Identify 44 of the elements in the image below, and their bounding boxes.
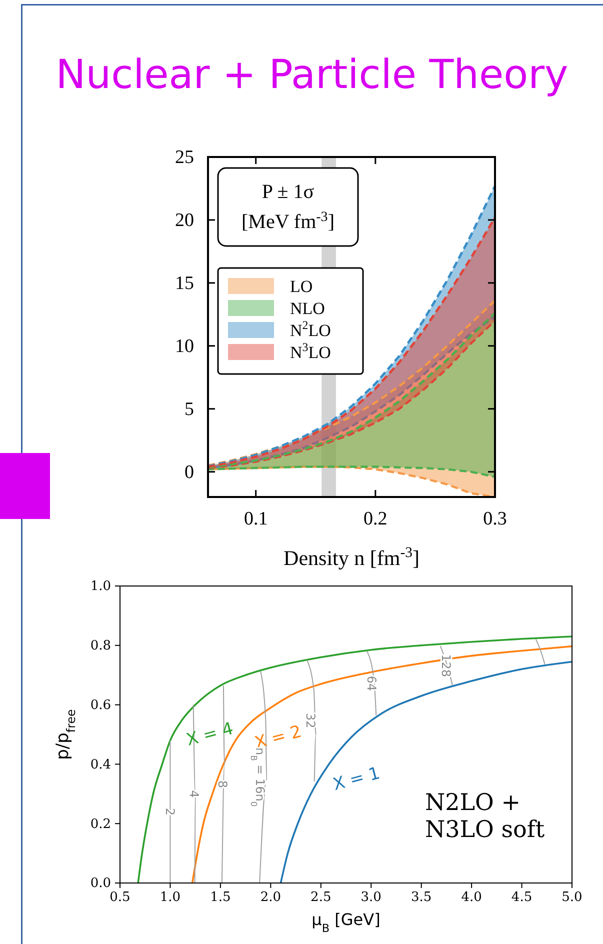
legend-label: N$^{3}$LO	[290, 340, 331, 362]
text: 8	[216, 780, 230, 788]
x-tick-label: 3.0	[360, 890, 382, 906]
x-axis-title: μ$_{B}$ [GeV]	[312, 910, 380, 934]
x-tick-label: 3.5	[410, 890, 432, 906]
y-tick-label: 0.8	[90, 638, 111, 654]
y-tick-label: 0.0	[90, 876, 111, 892]
y-tick-label: 15	[175, 273, 194, 294]
legend-label: N$^{2}$LO	[290, 318, 331, 340]
legend-label: LO	[290, 277, 313, 296]
chart-title: Nuclear + Particle Theory	[56, 52, 568, 98]
x-tick-label: 0.5	[110, 890, 130, 906]
y-tick-label: 20	[175, 210, 194, 232]
annotation: P ± 1σ [MeV fm$^{-3}$]	[242, 181, 334, 233]
text: 32	[303, 713, 318, 728]
x-tick-label: 4.0	[461, 890, 482, 906]
legend-label: NLO	[290, 299, 325, 318]
line-series	[137, 636, 572, 883]
y-tick-label: 10	[175, 336, 194, 357]
y-tick-label: 0	[184, 462, 194, 483]
x-tick-label: 4.5	[511, 890, 532, 906]
x-tick-label: 1.5	[210, 890, 231, 906]
y-tick-label: 1.0	[90, 579, 111, 594]
x-axis-title: Density n [fm$^{-3}$]	[284, 545, 420, 570]
text: 64	[364, 676, 378, 692]
text: 128	[439, 654, 454, 678]
x-tick-label: 0.1	[244, 508, 268, 530]
y-tick-label: 25	[175, 147, 194, 168]
y-tick-label: 5	[184, 398, 194, 420]
x-tick-label: 5.0	[562, 890, 582, 906]
y-tick-label: 0.6	[90, 698, 111, 713]
text: X = 4	[184, 718, 236, 750]
text: 2	[163, 808, 178, 816]
x-tick-label: 0.3	[483, 508, 507, 530]
text: X = 1	[331, 763, 382, 796]
text: 4	[186, 790, 201, 798]
x-tick-label: 2.5	[310, 890, 332, 906]
y-tick-label: 0.4	[90, 757, 111, 772]
x-tick-label: 2.0	[260, 890, 282, 906]
x-tick-label: 0.2	[364, 508, 388, 530]
annotation: N2LO + N3LO soft	[425, 790, 546, 843]
line-series	[306, 659, 316, 782]
x-tick-label: 1.0	[160, 890, 181, 906]
y-tick-label: 0.2	[90, 816, 111, 832]
